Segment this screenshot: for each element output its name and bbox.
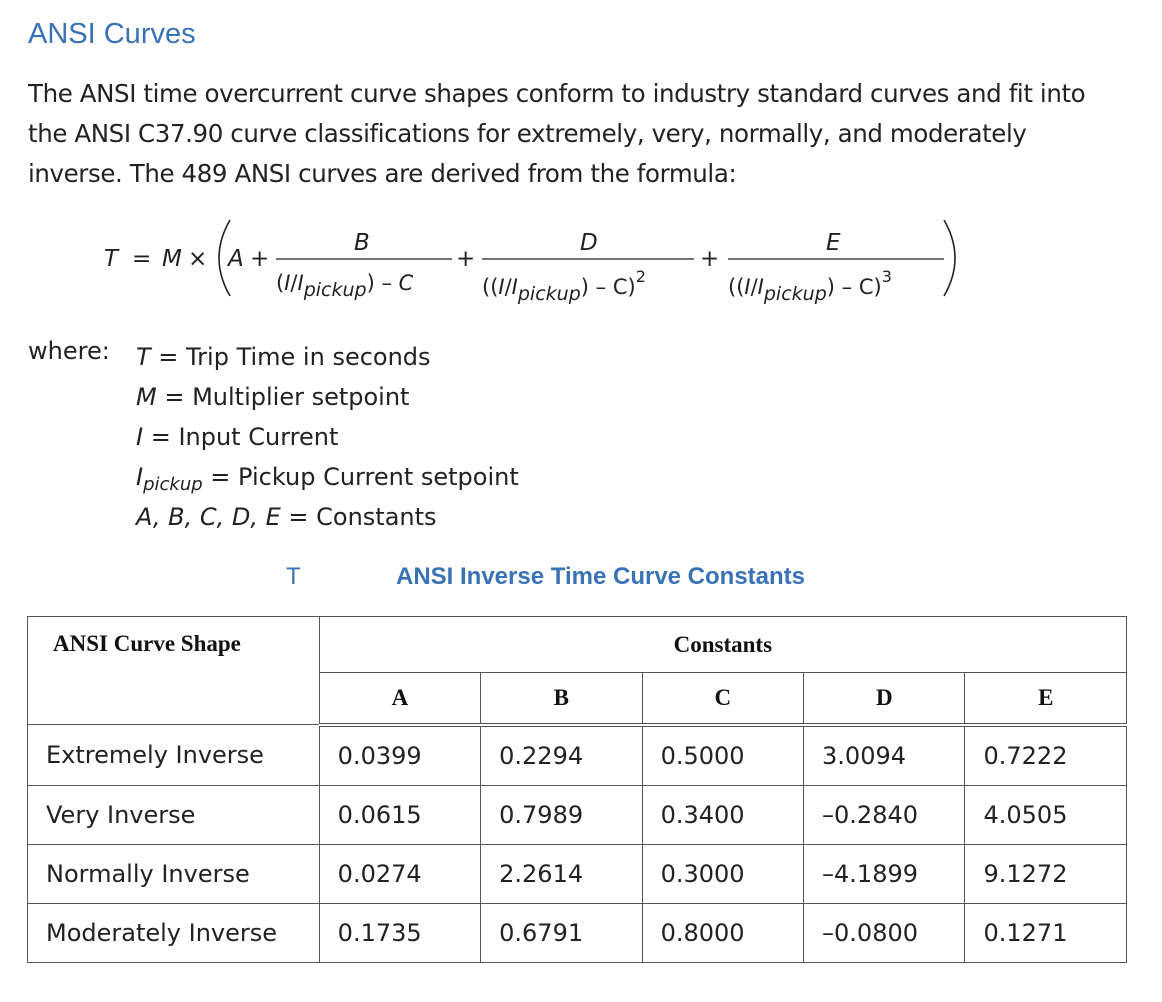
constants-table: ANSI Curve Shape Constants A B C D E Ext… xyxy=(27,616,1128,963)
value-cell: 0.1735 xyxy=(318,902,482,963)
curve-shape-cell: Extremely Inverse xyxy=(27,724,320,786)
column-header-a: A xyxy=(318,672,482,727)
shape-column-header: ANSI Curve Shape xyxy=(27,616,320,725)
definition-row: Ipickup = Pickup Current setpoint xyxy=(136,463,519,495)
constants-column-header: Constants xyxy=(318,616,1128,673)
value-cell: 9.1272 xyxy=(964,843,1127,904)
denominator-2: ((I/Ipickup) – C)2 xyxy=(482,267,646,305)
value-cell: 0.0615 xyxy=(318,784,482,845)
definition-row: I = Input Current xyxy=(136,423,339,451)
formula-b: B xyxy=(354,230,370,256)
column-header-d: D xyxy=(803,672,966,727)
formula-plus-3: + xyxy=(700,246,719,272)
denominator-1: – (I/Ipickup) – C xyxy=(276,271,414,301)
right-paren xyxy=(943,219,956,297)
formula-times: × xyxy=(188,246,207,272)
ansi-formula: T = M × A + B – (I/Ipickup) – C + D ((I/… xyxy=(0,200,1000,320)
value-cell: 0.0274 xyxy=(318,843,482,904)
value-cell: 0.6791 xyxy=(480,902,643,963)
formula-e: E xyxy=(826,230,841,256)
formula-m: M xyxy=(162,246,182,272)
definition-row: A, B, C, D, E = Constants xyxy=(136,503,437,531)
value-cell: 4.0505 xyxy=(964,784,1127,845)
value-cell: 0.5000 xyxy=(641,724,805,786)
value-cell: 2.2614 xyxy=(480,843,643,904)
value-cell: 0.8000 xyxy=(641,902,805,963)
table-row: Normally Inverse 0.0274 2.2614 0.3000 –4… xyxy=(27,843,1127,904)
column-header-c: C xyxy=(641,672,805,727)
where-definitions: T = Trip Time in seconds M = Multiplier … xyxy=(136,337,519,537)
value-cell: 0.3000 xyxy=(641,843,805,904)
table-row: Very Inverse 0.0615 0.7989 0.3400 –0.284… xyxy=(27,784,1127,845)
curve-shape-cell: Normally Inverse xyxy=(27,843,320,904)
table-caption-prefix: T xyxy=(286,563,301,590)
definition-row: T = Trip Time in seconds xyxy=(136,343,431,371)
where-label: where: xyxy=(28,337,110,365)
intro-paragraph: The ANSI time overcurrent curve shapes c… xyxy=(28,79,1086,188)
value-cell: –4.1899 xyxy=(803,843,966,904)
value-cell: 0.1271 xyxy=(964,902,1127,963)
denominator-3: ((I/Ipickup) – C)3 xyxy=(728,267,892,305)
curve-shape-cell: Moderately Inverse xyxy=(27,902,320,963)
value-cell: 0.7989 xyxy=(480,784,643,845)
value-cell: 0.2294 xyxy=(480,724,643,786)
value-cell: –0.2840 xyxy=(803,784,966,845)
formula-plus-2: + xyxy=(456,246,475,272)
formula-a: A xyxy=(226,246,244,272)
table-row: Moderately Inverse 0.1735 0.6791 0.8000 … xyxy=(27,902,1127,963)
formula-plus-1: + xyxy=(250,246,269,272)
value-cell: 0.0399 xyxy=(318,724,482,786)
column-header-e: E xyxy=(964,672,1127,727)
value-cell: 0.3400 xyxy=(641,784,805,845)
definition-row: M = Multiplier setpoint xyxy=(136,383,410,411)
formula-d: D xyxy=(580,230,598,256)
value-cell: 3.0094 xyxy=(803,724,966,786)
curve-shape-cell: Very Inverse xyxy=(27,784,320,845)
section-heading: ANSI Curves xyxy=(28,18,196,50)
column-header-b: B xyxy=(480,672,643,727)
table-row: Extremely Inverse 0.0399 0.2294 0.5000 3… xyxy=(27,724,1127,786)
left-paren xyxy=(218,219,231,297)
value-cell: –0.0800 xyxy=(803,902,966,963)
table-caption: ANSI Inverse Time Curve Constants xyxy=(396,563,806,590)
formula-equals: = xyxy=(132,246,151,272)
value-cell: 0.7222 xyxy=(964,724,1127,786)
formula-t: T xyxy=(104,246,120,272)
